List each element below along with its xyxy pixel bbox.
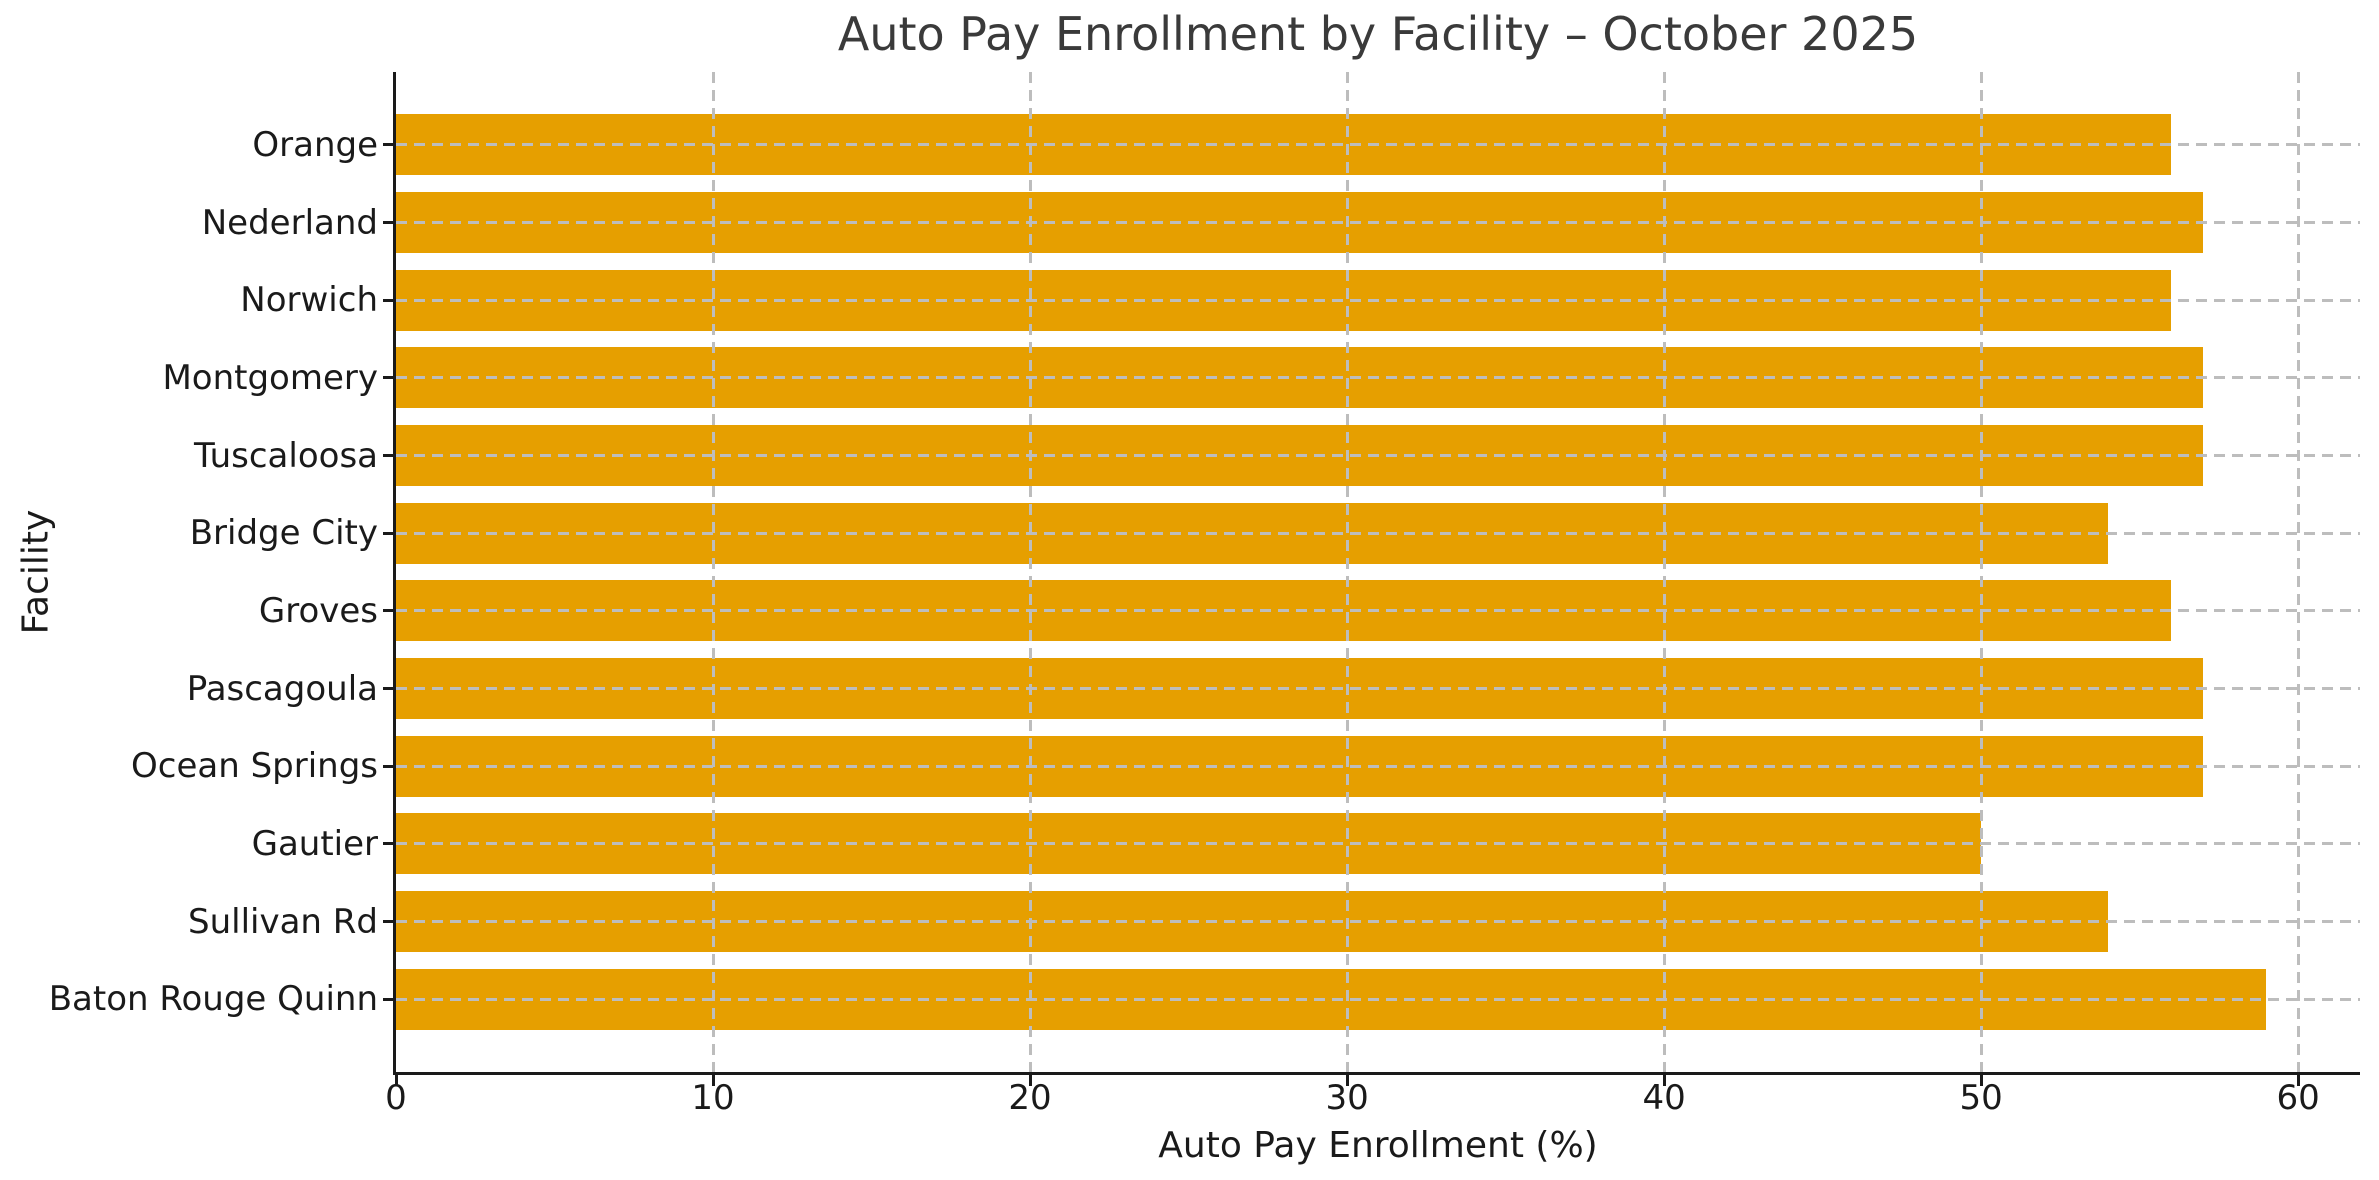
y-tick-label: Bridge City — [189, 513, 378, 554]
x-axis-label: Auto Pay Enrollment (%) — [1158, 1125, 1598, 1166]
h-gridline — [396, 997, 2360, 1001]
y-tick — [383, 764, 393, 768]
y-tick — [383, 842, 393, 846]
y-tick-label: Nederland — [201, 202, 378, 243]
x-tick — [394, 1075, 398, 1086]
v-gridline — [711, 72, 715, 1072]
h-gridline — [396, 842, 2360, 846]
x-tick-label: 50 — [1959, 1078, 2003, 1118]
v-gridline — [2296, 72, 2300, 1072]
x-tick-label: 20 — [1008, 1078, 1052, 1118]
h-gridline — [396, 143, 2360, 147]
y-tick — [383, 298, 393, 302]
v-gridline — [1662, 72, 1666, 1072]
h-gridline — [396, 764, 2360, 768]
h-gridline — [396, 687, 2360, 690]
x-tick-label: 10 — [691, 1078, 735, 1118]
x-tick-label: 30 — [1325, 1078, 1369, 1118]
y-tick — [383, 920, 393, 923]
x-tick — [2296, 1075, 2300, 1086]
x-tick — [1028, 1075, 1032, 1086]
y-tick-label: Gautier — [251, 823, 378, 864]
v-gridline — [1979, 72, 1983, 1072]
h-gridline — [396, 221, 2360, 224]
y-tick — [383, 454, 393, 457]
h-gridline — [396, 609, 2360, 613]
h-gridline — [396, 298, 2360, 302]
x-tick — [711, 1075, 715, 1086]
h-gridline — [396, 376, 2360, 380]
v-gridline — [1028, 72, 1032, 1072]
y-tick-label: Montgomery — [162, 357, 378, 398]
y-tick — [383, 221, 393, 224]
y-tick-label: Orange — [252, 124, 378, 165]
y-tick — [383, 609, 393, 613]
y-tick-label: Sullivan Rd — [188, 901, 378, 942]
v-gridline — [1345, 72, 1349, 1072]
x-tick-label: 60 — [2276, 1078, 2320, 1118]
x-tick-label: 0 — [385, 1078, 407, 1118]
y-tick-label: Norwich — [240, 280, 378, 321]
y-tick — [383, 376, 393, 380]
h-gridline — [396, 531, 2360, 535]
x-tick-label: 40 — [1642, 1078, 1686, 1118]
y-tick-label: Groves — [258, 590, 378, 631]
y-tick-label: Ocean Springs — [131, 746, 378, 787]
y-tick-label: Pascagoula — [186, 668, 378, 709]
y-tick — [383, 997, 393, 1001]
y-tick-label: Tuscaloosa — [194, 435, 378, 476]
plot-area — [393, 72, 2360, 1075]
x-tick — [1979, 1075, 1983, 1086]
x-tick — [1662, 1075, 1666, 1086]
x-tick — [1345, 1075, 1349, 1086]
h-gridline — [396, 454, 2360, 457]
y-tick — [383, 143, 393, 147]
y-tick — [383, 687, 393, 690]
chart-title: Auto Pay Enrollment by Facility – Octobe… — [837, 7, 1919, 61]
y-tick — [383, 531, 393, 535]
h-gridline — [396, 920, 2360, 923]
y-tick-label: Baton Rouge Quinn — [48, 979, 378, 1020]
